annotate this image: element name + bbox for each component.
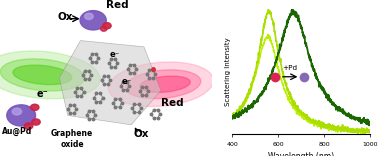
Ellipse shape bbox=[140, 76, 190, 92]
Circle shape bbox=[80, 11, 106, 30]
Text: Ox: Ox bbox=[57, 12, 73, 22]
Ellipse shape bbox=[13, 65, 72, 85]
Ellipse shape bbox=[0, 51, 100, 99]
Circle shape bbox=[31, 104, 39, 110]
Text: e⁻: e⁻ bbox=[36, 89, 48, 99]
Ellipse shape bbox=[108, 62, 214, 107]
Ellipse shape bbox=[0, 59, 84, 91]
Text: Au@Pd: Au@Pd bbox=[2, 127, 33, 136]
Text: e⁻: e⁻ bbox=[109, 50, 119, 59]
Ellipse shape bbox=[125, 70, 201, 99]
Circle shape bbox=[32, 119, 40, 125]
Circle shape bbox=[101, 27, 107, 31]
Text: Ox: Ox bbox=[133, 129, 149, 139]
Circle shape bbox=[7, 105, 36, 126]
Text: e⁻: e⁻ bbox=[122, 77, 132, 86]
Text: +Pd: +Pd bbox=[282, 65, 297, 71]
Y-axis label: Scattering Intensity: Scattering Intensity bbox=[225, 37, 231, 106]
Circle shape bbox=[24, 123, 33, 129]
Circle shape bbox=[12, 108, 22, 115]
Circle shape bbox=[103, 23, 111, 29]
Polygon shape bbox=[59, 41, 161, 125]
Text: Graphene
oxide: Graphene oxide bbox=[51, 129, 93, 149]
X-axis label: Wavelength (nm): Wavelength (nm) bbox=[268, 152, 335, 156]
Circle shape bbox=[85, 13, 93, 20]
Text: Red: Red bbox=[106, 0, 129, 10]
Text: Red: Red bbox=[161, 98, 183, 108]
